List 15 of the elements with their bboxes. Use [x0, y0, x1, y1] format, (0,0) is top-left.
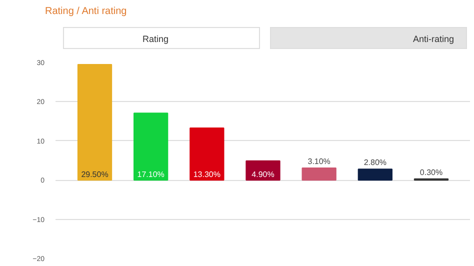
chart-title: Rating / Anti rating — [45, 5, 127, 19]
data-label: 29.50% — [81, 170, 108, 179]
data-label: 3.10% — [308, 156, 330, 166]
data-label: 13.30% — [193, 170, 220, 179]
data-label: 0.30% — [420, 168, 443, 177]
bar — [302, 167, 336, 181]
text: Anti-rating — [412, 33, 454, 46]
data-label: 2.80% — [364, 158, 387, 168]
bar — [358, 168, 392, 181]
bar — [77, 64, 112, 181]
text: Rating — [142, 33, 168, 46]
bar — [190, 127, 224, 181]
data-label: 4.90% — [252, 170, 274, 179]
bar — [134, 112, 168, 181]
data-label: 17.10% — [137, 170, 164, 179]
